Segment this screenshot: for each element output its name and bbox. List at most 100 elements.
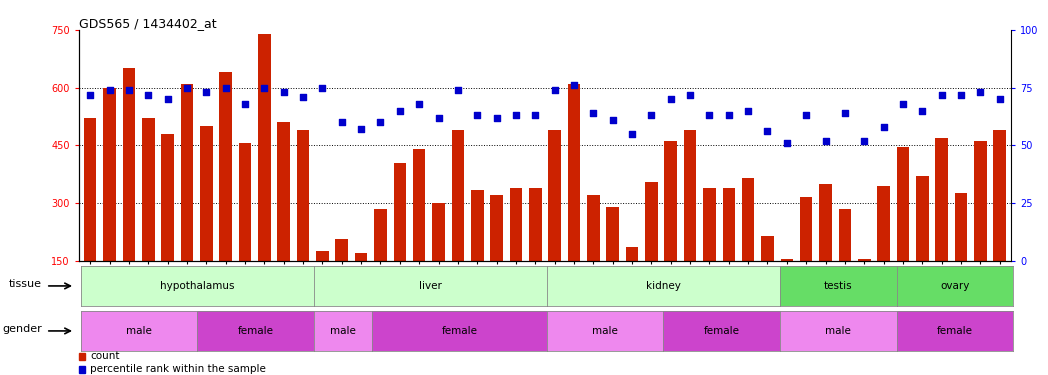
Point	[798, 112, 814, 118]
Bar	[394, 163, 407, 261]
Bar	[664, 141, 677, 261]
Bar	[974, 141, 986, 261]
Bar	[800, 197, 812, 261]
Point	[720, 112, 737, 118]
Bar	[180, 84, 193, 261]
Point	[895, 101, 912, 107]
Bar	[141, 118, 154, 261]
Bar	[683, 130, 696, 261]
Bar	[258, 34, 270, 261]
Point	[276, 89, 292, 95]
Point	[82, 92, 99, 98]
Bar	[316, 251, 329, 261]
Point	[333, 119, 350, 125]
Text: female: female	[441, 326, 478, 336]
Point	[430, 115, 446, 121]
Bar	[374, 209, 387, 261]
Point	[836, 110, 853, 116]
Point	[566, 82, 583, 88]
Point	[488, 115, 505, 121]
Bar	[490, 195, 503, 261]
Bar	[548, 130, 561, 261]
Text: GDS565 / 1434402_at: GDS565 / 1434402_at	[79, 17, 216, 30]
Bar	[761, 236, 773, 261]
Point	[353, 126, 370, 132]
Bar	[838, 209, 851, 261]
Bar	[781, 259, 793, 261]
Point	[624, 131, 640, 137]
Text: male: male	[126, 326, 152, 336]
Bar	[200, 126, 213, 261]
Bar	[858, 259, 871, 261]
Bar	[568, 84, 581, 261]
Point	[178, 85, 195, 91]
Text: tissue: tissue	[9, 279, 42, 289]
Text: testis: testis	[824, 281, 853, 291]
Point	[585, 110, 602, 116]
Bar	[820, 184, 832, 261]
Point	[294, 94, 311, 100]
Bar	[897, 147, 910, 261]
Point	[681, 92, 698, 98]
Bar	[936, 138, 948, 261]
Point	[817, 138, 834, 144]
Point	[411, 101, 428, 107]
Text: gender: gender	[2, 324, 42, 334]
Text: male: male	[826, 326, 851, 336]
Bar	[432, 203, 444, 261]
Bar	[355, 253, 368, 261]
Bar	[84, 118, 96, 261]
Point	[198, 89, 215, 95]
Point	[701, 112, 718, 118]
Text: hypothalamus: hypothalamus	[160, 281, 235, 291]
Point	[217, 85, 234, 91]
Point	[779, 140, 795, 146]
Point	[237, 101, 254, 107]
Point	[759, 129, 776, 135]
Text: female: female	[238, 326, 274, 336]
Bar	[916, 176, 929, 261]
Bar	[646, 182, 658, 261]
Text: female: female	[704, 326, 740, 336]
Point	[468, 112, 485, 118]
Text: percentile rank within the sample: percentile rank within the sample	[90, 364, 266, 374]
Bar	[742, 178, 755, 261]
Bar	[607, 207, 619, 261]
Point	[314, 85, 331, 91]
Point	[392, 108, 409, 114]
Point	[934, 92, 951, 98]
Point	[546, 87, 563, 93]
Text: female: female	[937, 326, 973, 336]
Point	[605, 117, 621, 123]
Bar	[297, 130, 309, 261]
Point	[507, 112, 524, 118]
Point	[102, 87, 118, 93]
Bar	[955, 194, 967, 261]
Point	[740, 108, 757, 114]
Point	[914, 108, 931, 114]
Text: male: male	[330, 326, 356, 336]
Point	[139, 92, 156, 98]
Point	[450, 87, 466, 93]
Text: ovary: ovary	[940, 281, 969, 291]
Bar	[278, 122, 290, 261]
Bar	[587, 195, 599, 261]
Point	[372, 119, 389, 125]
Bar	[239, 143, 252, 261]
Bar	[123, 68, 135, 261]
Bar	[471, 189, 483, 261]
Text: kidney: kidney	[646, 281, 681, 291]
Bar	[161, 134, 174, 261]
Point	[527, 112, 544, 118]
Bar	[452, 130, 464, 261]
Bar	[722, 188, 735, 261]
Point	[121, 87, 137, 93]
Point	[643, 112, 660, 118]
Bar	[529, 188, 542, 261]
Bar	[79, 353, 85, 360]
Bar	[994, 130, 1006, 261]
Point	[662, 96, 679, 102]
Bar	[413, 149, 425, 261]
Point	[856, 138, 873, 144]
Point	[256, 85, 272, 91]
